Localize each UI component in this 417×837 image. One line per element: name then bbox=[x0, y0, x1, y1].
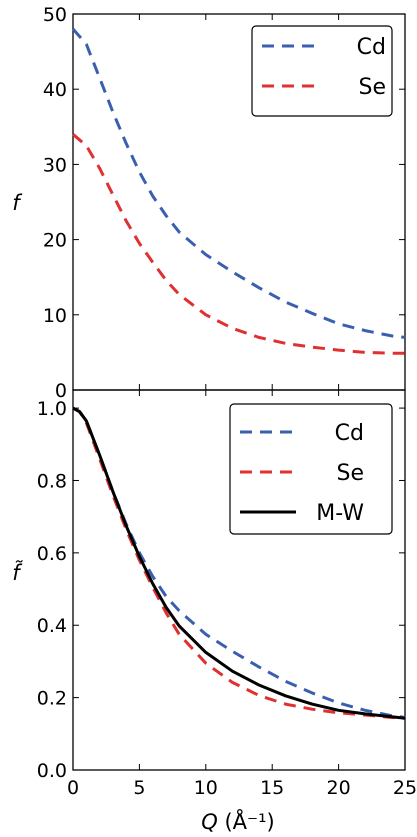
legend-label-se: Se bbox=[337, 461, 365, 486]
legend-box-bottom bbox=[229, 403, 393, 535]
bottom-lines bbox=[72, 406, 406, 720]
legend-top: Cd Se bbox=[251, 25, 393, 117]
top-lines bbox=[71, 28, 406, 355]
legend-label-m-w: M-W bbox=[316, 501, 364, 526]
bottom-ticks: 0.0 0.2 0.4 0.6 0.8 1.0 0 5 10 15 20 25 bbox=[37, 390, 417, 799]
x-tick-label: 5 bbox=[133, 777, 145, 799]
series-line-se bbox=[72, 133, 405, 355]
y-tick-label: 0.2 bbox=[37, 688, 67, 710]
x-axis-label-unit: (Å⁻¹) bbox=[218, 808, 275, 834]
y-tick-label: 0.8 bbox=[37, 470, 67, 492]
legend-label-cd: Cd bbox=[335, 421, 364, 446]
y-tick-label: 0.0 bbox=[37, 760, 67, 782]
x-axis-label-var: Q bbox=[201, 810, 218, 834]
y-axis-label-bottom: f̃ bbox=[12, 560, 23, 585]
legend-label-cd: Cd bbox=[357, 35, 386, 60]
y-tick-label: 1.0 bbox=[37, 398, 67, 420]
panel-top: 0 10 20 30 40 50 f Cd Se bbox=[12, 4, 406, 402]
y-tick-label: 0 bbox=[55, 380, 67, 402]
plot-area-bottom bbox=[72, 389, 406, 771]
legend-label-se: Se bbox=[359, 75, 387, 100]
x-tick-label: 0 bbox=[67, 777, 79, 799]
y-tick-label: 0.6 bbox=[37, 543, 67, 565]
top-ticks: 0 10 20 30 40 50 bbox=[43, 4, 406, 402]
y-tick-label: 30 bbox=[43, 154, 67, 176]
y-tick-label: 0.4 bbox=[37, 615, 67, 637]
x-tick-label: 25 bbox=[393, 777, 417, 799]
y-tick-label: 20 bbox=[43, 230, 67, 252]
y-tick-label: 10 bbox=[43, 305, 67, 327]
panel-bottom: 0.00.20.40.60.81.00 5 10 15 20 25 f̃ CdSeM-W … bbox=[12, 389, 417, 834]
y-tick-label: 40 bbox=[43, 79, 67, 101]
x-axis-label: Q (Å⁻¹) bbox=[201, 808, 274, 834]
x-tick-label: 10 bbox=[194, 777, 218, 799]
legend-bottom: Cd Se M-W bbox=[229, 403, 393, 535]
legend-box-top bbox=[251, 25, 393, 117]
series-line-cd bbox=[71, 28, 406, 339]
y-tick-label: 50 bbox=[43, 4, 67, 26]
series-line-cd bbox=[72, 406, 406, 719]
x-tick-label: 20 bbox=[327, 777, 351, 799]
x-tick-label: 15 bbox=[260, 777, 284, 799]
series-line-m-w bbox=[72, 406, 406, 720]
y-axis-label-top: f bbox=[12, 191, 23, 215]
